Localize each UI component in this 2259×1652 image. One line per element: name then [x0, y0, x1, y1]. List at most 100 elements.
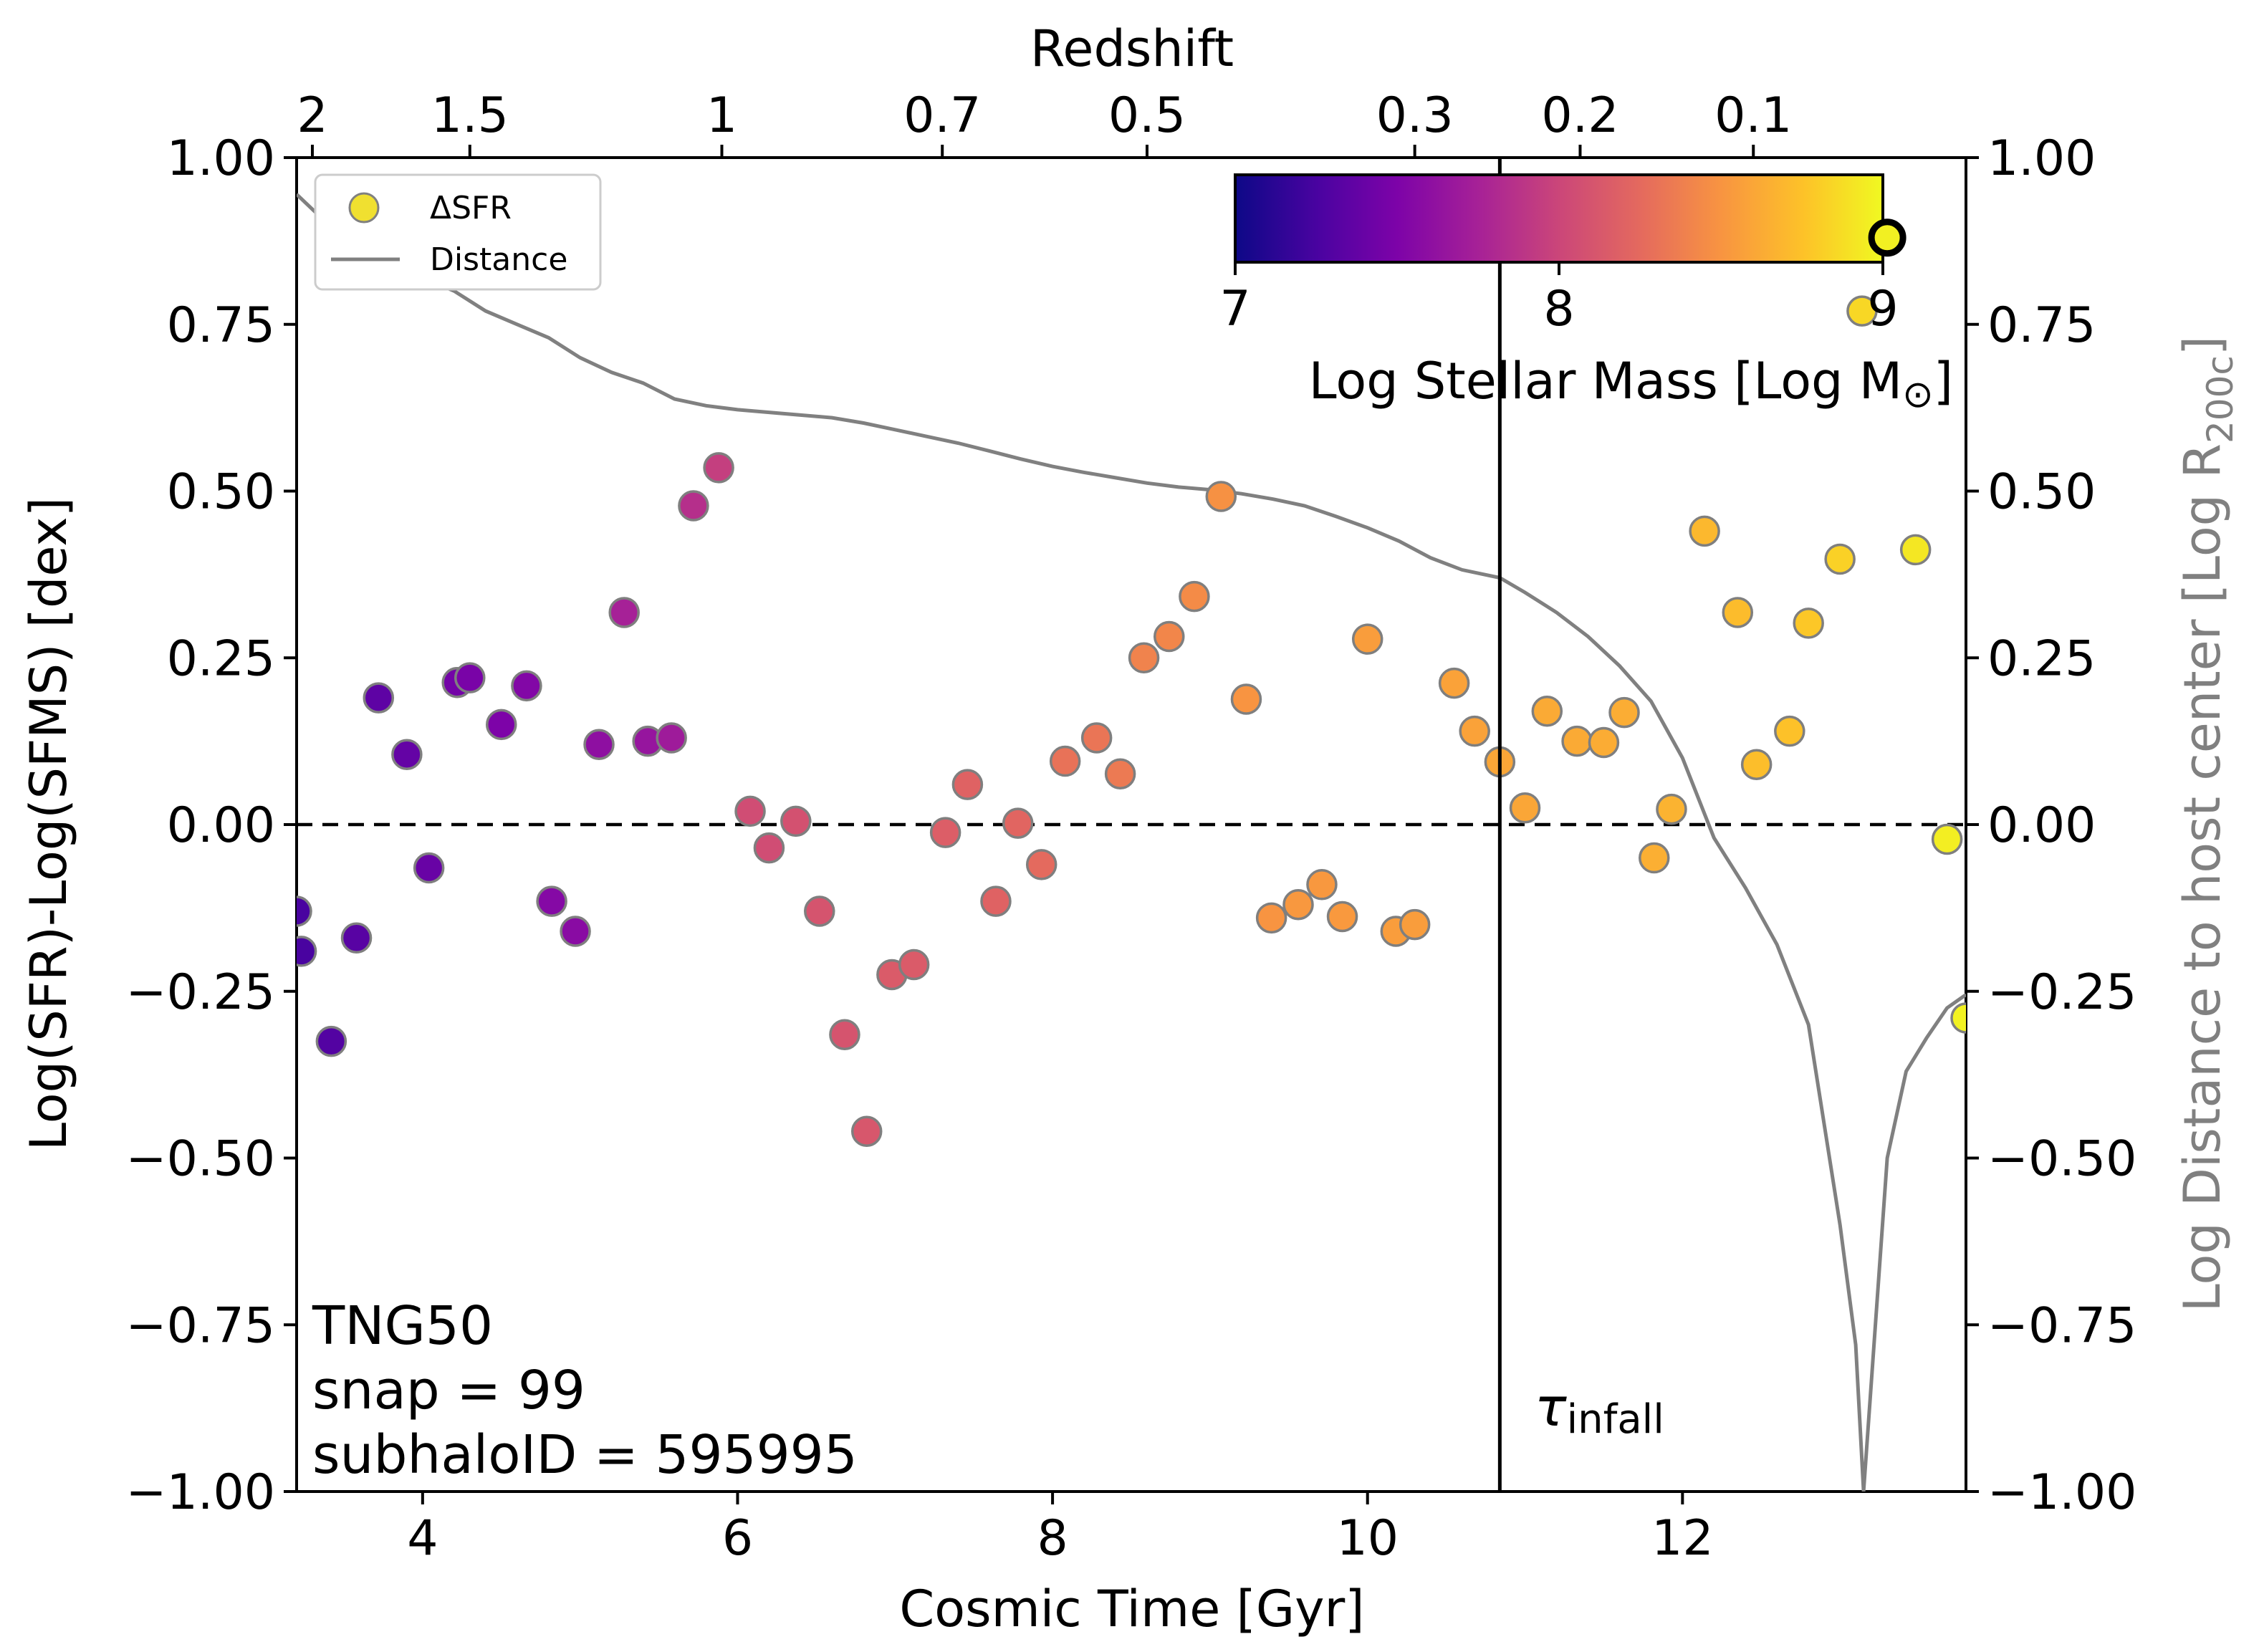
sfr-point	[583, 729, 615, 761]
sfr-point	[1326, 901, 1358, 933]
sfr-point	[1846, 295, 1878, 327]
redshift-tick-label: 1.5	[431, 87, 509, 144]
sfr-point	[1080, 722, 1113, 754]
colorbar-tick-label: 9	[1867, 281, 1898, 337]
y2-tick-label: −0.75	[1987, 1297, 2136, 1354]
sfr-point	[1608, 696, 1640, 729]
sfr-point	[511, 670, 542, 702]
sfr-point	[1588, 726, 1620, 759]
sfr-point	[1025, 849, 1057, 880]
sfr-point	[1104, 758, 1136, 789]
y-tick-label: −0.50	[126, 1131, 275, 1188]
y-tick-label: 1.00	[167, 130, 275, 187]
sfr-point	[1774, 715, 1805, 747]
y-axis-title: Log(SFR)-Log(SFMS) [dex]	[19, 497, 78, 1151]
y-tick-label: 0.25	[167, 630, 275, 687]
sfr-point	[678, 490, 709, 522]
sfr-point	[1950, 1002, 1966, 1034]
legend-distance-label: Distance	[430, 241, 567, 278]
sfr-point	[297, 895, 312, 927]
colorbar-tick-label: 8	[1543, 281, 1574, 337]
annotation-subhalo-id: subhaloID = 595995	[312, 1424, 858, 1486]
redshift-tick-label: 0.3	[1376, 87, 1454, 144]
y2-tick-label: 0.75	[1987, 297, 2096, 354]
x-tick-label: 4	[407, 1510, 438, 1567]
sfr-point	[1531, 695, 1563, 727]
y2-axis-ticks: −1.00 −0.75 −0.50 −0.25 0.00 0.25 0.50 0.75 1.00	[1966, 130, 2136, 1521]
sfr-point	[1282, 888, 1314, 921]
sfr-point	[1230, 683, 1262, 715]
y-tick-label: −1.00	[126, 1464, 275, 1521]
sfr-point	[1255, 902, 1287, 934]
sfr-point	[1561, 725, 1593, 757]
sfr-point	[608, 597, 640, 628]
sfr-point	[829, 1019, 860, 1051]
sfr-point	[1306, 869, 1338, 901]
legend-sfr-marker	[348, 192, 380, 224]
redshift-axis-ticks: 2 1.5 1 0.7 0.5 0.3 0.2 0.1	[297, 87, 1792, 158]
highlight-point	[1868, 218, 1907, 257]
infall-label: τinfall	[1535, 1377, 1664, 1443]
sfr-point	[391, 739, 423, 770]
sfr-point	[1740, 749, 1773, 780]
colorbar: 7 8 9 Log Stellar Mass [Log M⊙]	[1219, 173, 1953, 416]
legend: ΔSFR Distance	[314, 173, 602, 291]
sfr-point	[1899, 534, 1932, 566]
sfr-point	[1179, 580, 1210, 613]
y-tick-label: 0.75	[167, 297, 275, 354]
sfr-point	[1049, 745, 1081, 777]
x-tick-label: 8	[1037, 1510, 1068, 1567]
y-tick-label: −0.25	[126, 964, 275, 1021]
sfr-point	[454, 662, 486, 693]
sfr-point	[315, 1025, 347, 1057]
redshift-tick-label: 0.1	[1714, 87, 1792, 144]
y2-tick-label: 0.50	[1987, 464, 2096, 521]
x-axis-ticks: 4 6 8 10 12	[407, 1492, 1714, 1567]
y2-tick-label: 0.25	[1987, 630, 2096, 687]
y-tick-label: −0.75	[126, 1297, 275, 1354]
sfr-point	[1509, 792, 1541, 824]
annotation-simulation: TNG50	[312, 1295, 493, 1357]
sfr-point	[1154, 620, 1185, 653]
colorbar-ticks: 7 8 9	[1219, 262, 1899, 337]
sfr-point	[734, 795, 766, 827]
y2-tick-label: 1.00	[1987, 130, 2096, 187]
sfr-point	[656, 722, 687, 754]
sfr-point	[1205, 481, 1237, 512]
sfr-point	[804, 895, 835, 927]
sfr-point	[850, 1115, 883, 1148]
x-tick-label: 12	[1651, 1510, 1714, 1567]
sfr-point	[1399, 908, 1431, 941]
colorbar-gradient	[1234, 173, 1884, 264]
redshift-axis-title: Redshift	[1030, 19, 1234, 78]
sfr-point	[413, 852, 445, 884]
sfr-point	[1722, 597, 1754, 628]
sfr-point	[1002, 807, 1034, 839]
sfr-point	[929, 817, 961, 848]
sfr-point	[1793, 608, 1824, 639]
redshift-tick-label: 1	[706, 87, 737, 144]
sfr-point	[898, 949, 930, 981]
sfr-point	[703, 452, 734, 484]
sfr-point	[780, 805, 812, 837]
colorbar-label: Log Stellar Mass [Log M⊙]	[1309, 352, 1953, 416]
x-tick-label: 6	[722, 1510, 753, 1567]
y2-tick-label: −0.50	[1987, 1131, 2136, 1188]
sfr-point	[1639, 842, 1670, 874]
redshift-tick-label: 2	[297, 87, 327, 144]
sfr-scatter-points	[297, 295, 1966, 1148]
redshift-tick-label: 0.2	[1541, 87, 1618, 144]
y2-tick-label: −1.00	[1987, 1464, 2136, 1521]
sfr-point	[486, 709, 517, 741]
y-tick-label: 0.50	[167, 464, 275, 521]
sfr-point	[363, 682, 395, 714]
y2-axis-title: Log Distance to host center [Log R200c]	[2173, 336, 2241, 1312]
sfr-point	[951, 769, 984, 800]
sfr-point	[980, 885, 1012, 917]
sfr-point	[297, 936, 317, 967]
sfr-point	[560, 916, 591, 947]
sfr-point	[1931, 823, 1963, 855]
redshift-tick-label: 0.7	[903, 87, 981, 144]
annotation-snap: snap = 99	[312, 1360, 585, 1421]
